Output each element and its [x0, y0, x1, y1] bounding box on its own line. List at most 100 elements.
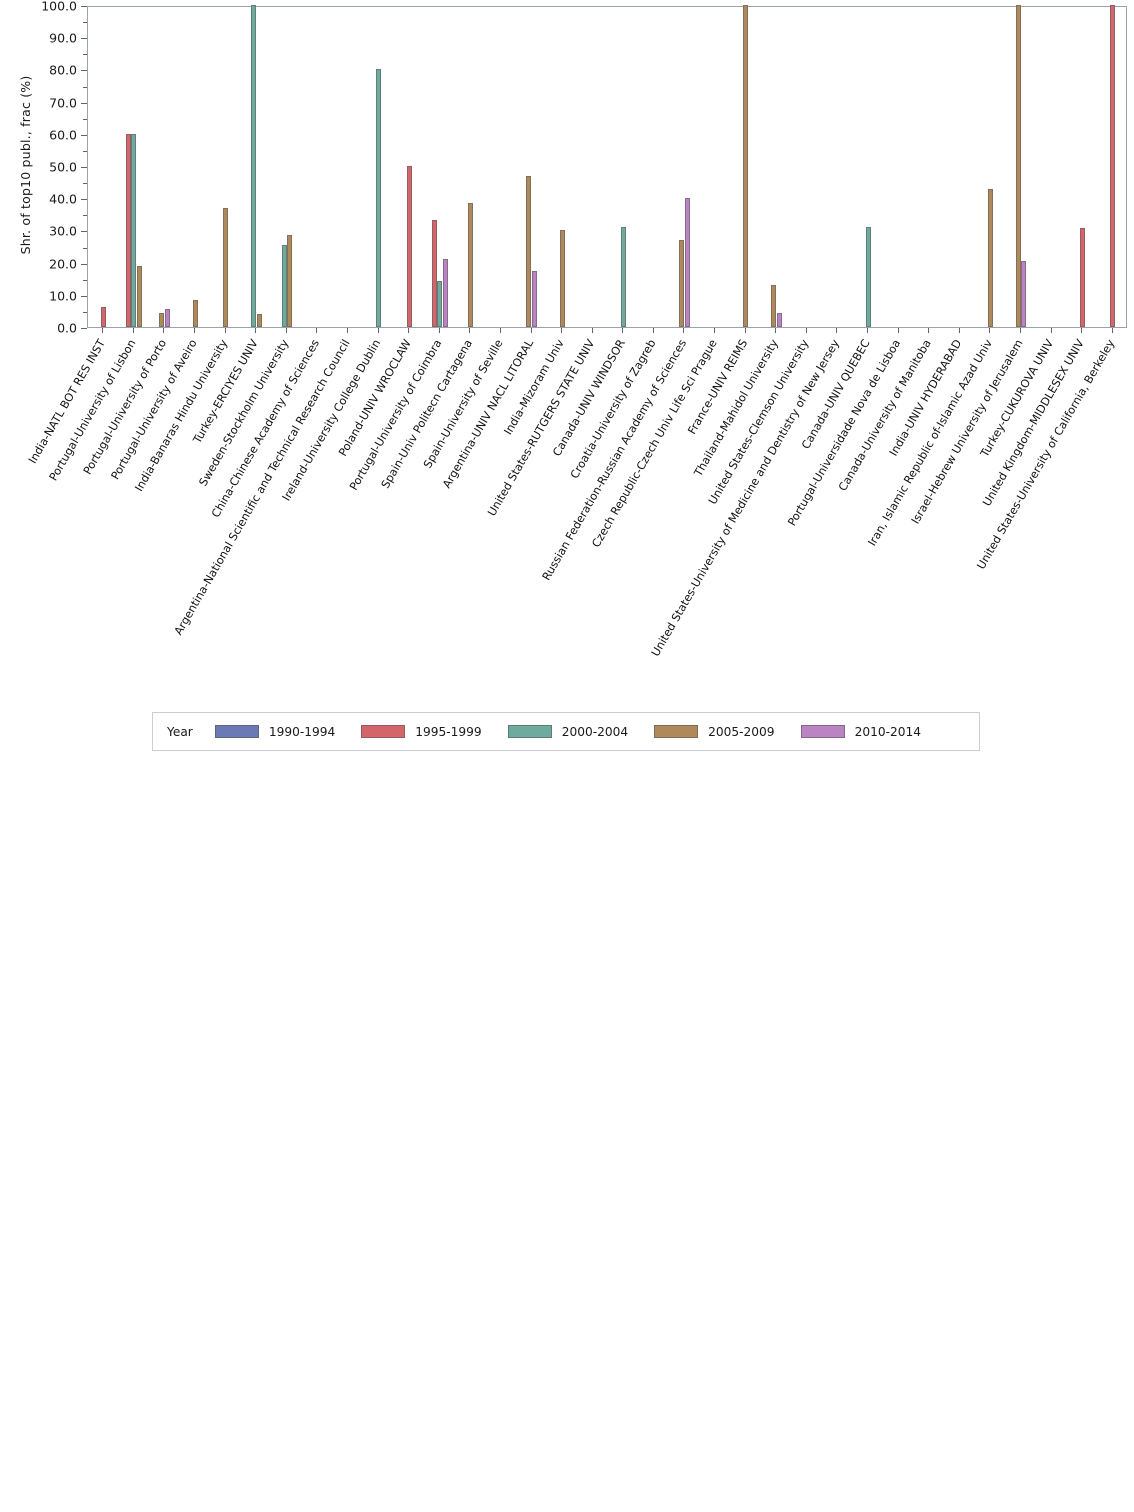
legend-item[interactable]: 2010-2014 — [800, 724, 921, 739]
bar — [164, 309, 170, 327]
y-minor-tick-mark — [83, 183, 87, 185]
bar — [192, 300, 198, 327]
bar — [467, 203, 473, 327]
x-tick-mark — [102, 328, 104, 333]
x-tick-mark — [561, 328, 563, 333]
y-tick-label: 10.0 — [49, 288, 77, 304]
bar — [526, 175, 532, 327]
bar — [1110, 5, 1116, 327]
bar — [987, 188, 993, 327]
legend-label: 2000-2004 — [561, 724, 629, 739]
y-minor-tick-mark — [83, 279, 87, 281]
legend-item[interactable]: 2000-2004 — [507, 724, 629, 739]
y-minor-tick-mark — [83, 215, 87, 217]
legend-items: 1990-1994 1995-1999 2000-2004 2005-2009 2010… — [214, 724, 947, 739]
x-tick-mark — [499, 328, 501, 333]
legend-item[interactable]: 1995-1999 — [361, 724, 482, 739]
y-tick-label: 60.0 — [49, 127, 77, 143]
legend-color-swatch — [507, 725, 552, 738]
x-tick-mark — [316, 328, 318, 333]
x-tick-mark — [408, 328, 410, 333]
bar — [159, 312, 165, 327]
x-tick-mark — [958, 328, 960, 333]
bar — [376, 69, 382, 327]
x-tick-mark — [1081, 328, 1083, 333]
y-tick-label: 100.0 — [41, 0, 77, 14]
bar — [679, 240, 685, 327]
y-tick-label: 30.0 — [49, 223, 77, 239]
x-tick-mark — [652, 328, 654, 333]
y-tick-mark — [81, 134, 87, 136]
bar — [437, 281, 443, 327]
x-tick-mark — [530, 328, 532, 333]
plot-area — [87, 5, 1127, 328]
x-tick-mark — [285, 328, 287, 333]
y-tick-mark — [81, 328, 87, 329]
y-tick-mark — [81, 263, 87, 265]
y-tick-mark — [81, 295, 87, 297]
legend-color-swatch — [361, 725, 406, 738]
y-tick-label: 50.0 — [49, 159, 77, 175]
bar — [281, 244, 287, 327]
y-minor-tick-mark — [83, 54, 87, 56]
x-tick-mark — [377, 328, 379, 333]
bar — [743, 5, 749, 327]
bar — [125, 133, 131, 327]
chart-root: Shr. of top10 publ., frac (%) 0.0 10.0 20.… — [18, 0, 1127, 751]
x-tick-mark — [805, 328, 807, 333]
x-tick-mark — [255, 328, 257, 333]
x-axis-tick-labels: India-NATL BOT RES INST Portugal-Universi… — [26, 328, 1117, 659]
y-tick-label: 90.0 — [49, 30, 77, 46]
y-tick-mark — [81, 199, 87, 201]
y-minor-tick-mark — [83, 118, 87, 120]
y-minor-tick-mark — [83, 150, 87, 152]
x-tick-mark — [775, 328, 777, 333]
bar-series-container — [88, 5, 1126, 327]
legend-label: 2010-2014 — [854, 724, 921, 739]
bar — [684, 198, 690, 327]
x-tick-mark — [438, 328, 440, 333]
legend-color-swatch — [214, 725, 259, 738]
bar — [223, 207, 229, 327]
x-tick-mark — [867, 328, 868, 333]
bar — [442, 259, 448, 327]
y-tick-mark — [81, 167, 87, 168]
bar — [865, 227, 871, 327]
legend-item[interactable]: 2005-2009 — [654, 725, 775, 739]
y-minor-tick-mark — [83, 311, 87, 313]
legend-item[interactable]: 1990-1994 — [214, 725, 335, 739]
chart-legend: Year 1990-1994 1995-1999 2000-2004 2005-200… — [152, 712, 980, 751]
y-tick-label: 80.0 — [49, 62, 77, 78]
bar — [256, 314, 262, 327]
y-tick-mark — [81, 70, 87, 72]
x-tick-mark — [1019, 328, 1021, 333]
x-tick-mark — [683, 328, 685, 333]
x-tick-mark — [132, 328, 134, 333]
bar — [250, 5, 256, 327]
legend-title: Year — [167, 724, 193, 739]
x-tick-mark — [989, 328, 991, 333]
y-tick-label: 40.0 — [49, 191, 77, 207]
legend-color-swatch — [654, 725, 699, 738]
bar — [770, 285, 776, 327]
x-tick-mark — [744, 328, 746, 333]
y-tick-mark — [81, 102, 87, 104]
y-minor-tick-mark — [83, 86, 87, 88]
bar — [1079, 227, 1085, 327]
bar — [287, 235, 293, 327]
y-tick-mark — [81, 38, 87, 40]
bar — [431, 219, 437, 327]
x-tick-mark — [469, 328, 471, 333]
bar — [1021, 261, 1027, 327]
x-tick-mark — [347, 328, 348, 333]
bar — [136, 265, 142, 327]
bar — [131, 133, 137, 327]
y-tick-mark — [81, 231, 87, 233]
x-tick-mark — [1050, 328, 1052, 333]
bar — [776, 312, 782, 327]
legend-label: 1995-1999 — [415, 724, 482, 739]
legend-color-swatch — [800, 725, 845, 738]
bar — [406, 166, 412, 327]
bar — [620, 227, 626, 327]
x-tick-mark — [836, 328, 838, 333]
